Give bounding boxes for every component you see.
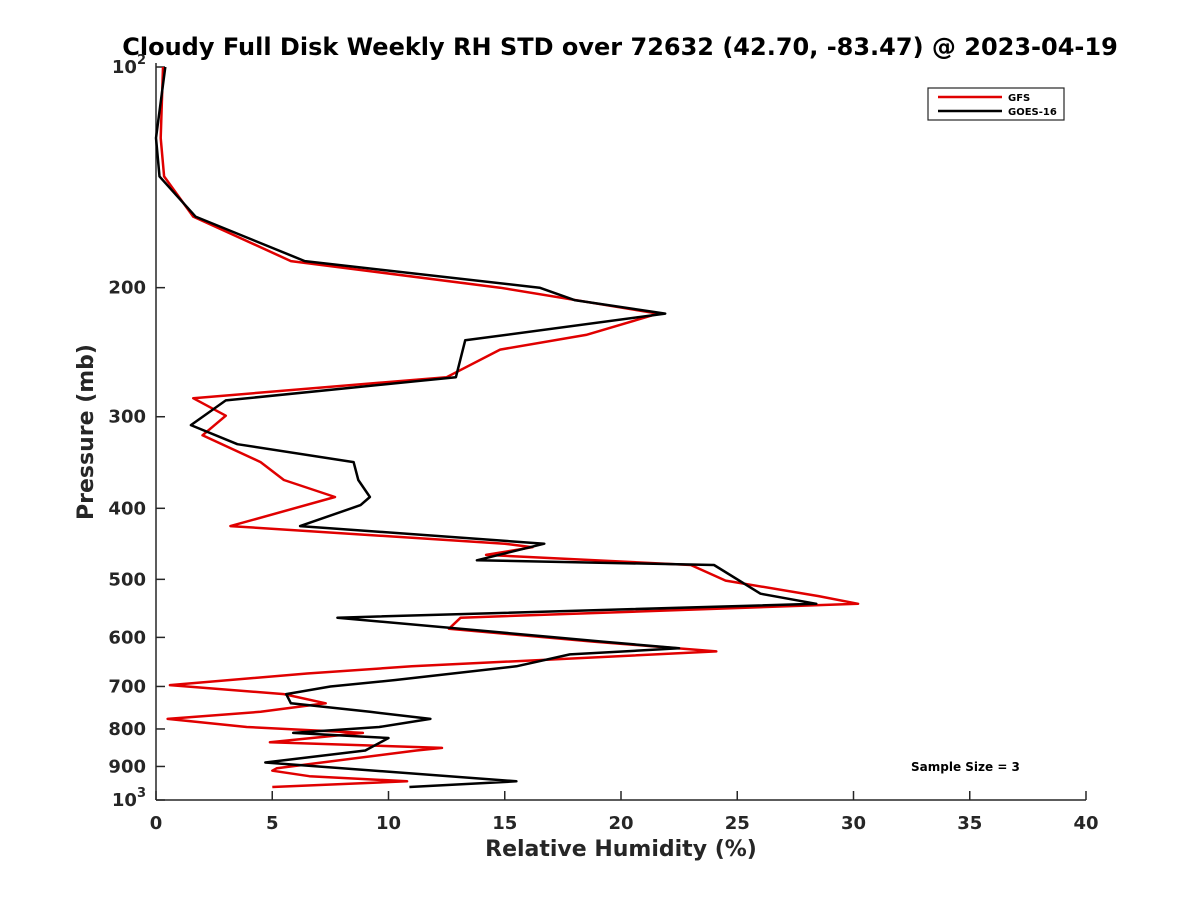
x-tick-label: 15 (492, 813, 517, 834)
x-tick-label: 10 (376, 813, 401, 834)
legend-label-gfs: GFS (1008, 93, 1030, 104)
x-tick-label: 0 (150, 813, 163, 834)
series-line-gfs (159, 66, 860, 789)
x-tick-label: 20 (608, 813, 633, 834)
x-tick-label: 40 (1073, 813, 1098, 834)
legend-box (927, 87, 1065, 121)
sample-size-annotation: Sample Size = 3 (911, 760, 1020, 774)
legend-label-goes16: GOES-16 (1008, 107, 1057, 118)
y-tick-label: 102 (112, 53, 146, 78)
x-tick-label: 5 (266, 813, 279, 834)
y-tick-base: 10 (112, 57, 137, 78)
x-tick-label: 30 (841, 813, 866, 834)
axis-ticks: 0 5 10 15 20 25 30 35 40102200300400500600700800… (108, 53, 1098, 834)
y-axis-label: Pressure (mb) (74, 344, 99, 520)
y-tick-label: 500 (108, 569, 146, 590)
y-tick-exponent: 3 (137, 786, 146, 801)
x-axis-label: Relative Humidity (%) (485, 837, 757, 862)
y-tick-label: 900 (108, 756, 146, 777)
y-tick-label: 800 (108, 719, 146, 740)
y-tick-label: 103 (112, 786, 146, 811)
series-line-goes16 (154, 66, 818, 789)
series-layer (154, 66, 860, 789)
y-tick-exponent: 2 (137, 53, 146, 68)
x-tick-label: 25 (725, 813, 750, 834)
y-tick-label: 200 (108, 278, 146, 299)
y-tick-label: 700 (108, 676, 146, 697)
plot-area: 0 5 10 15 20 25 30 35 40102200300400500600700800… (108, 53, 1098, 834)
x-tick-label: 35 (957, 813, 982, 834)
y-tick-label: 300 (108, 407, 146, 428)
y-tick-label: 600 (108, 627, 146, 648)
y-tick-base: 10 (112, 790, 137, 811)
legend: GFS GOES-16 (927, 87, 1065, 121)
chart-title: Cloudy Full Disk Weekly RH STD over 7263… (122, 33, 1118, 61)
y-tick-label: 400 (108, 498, 146, 519)
